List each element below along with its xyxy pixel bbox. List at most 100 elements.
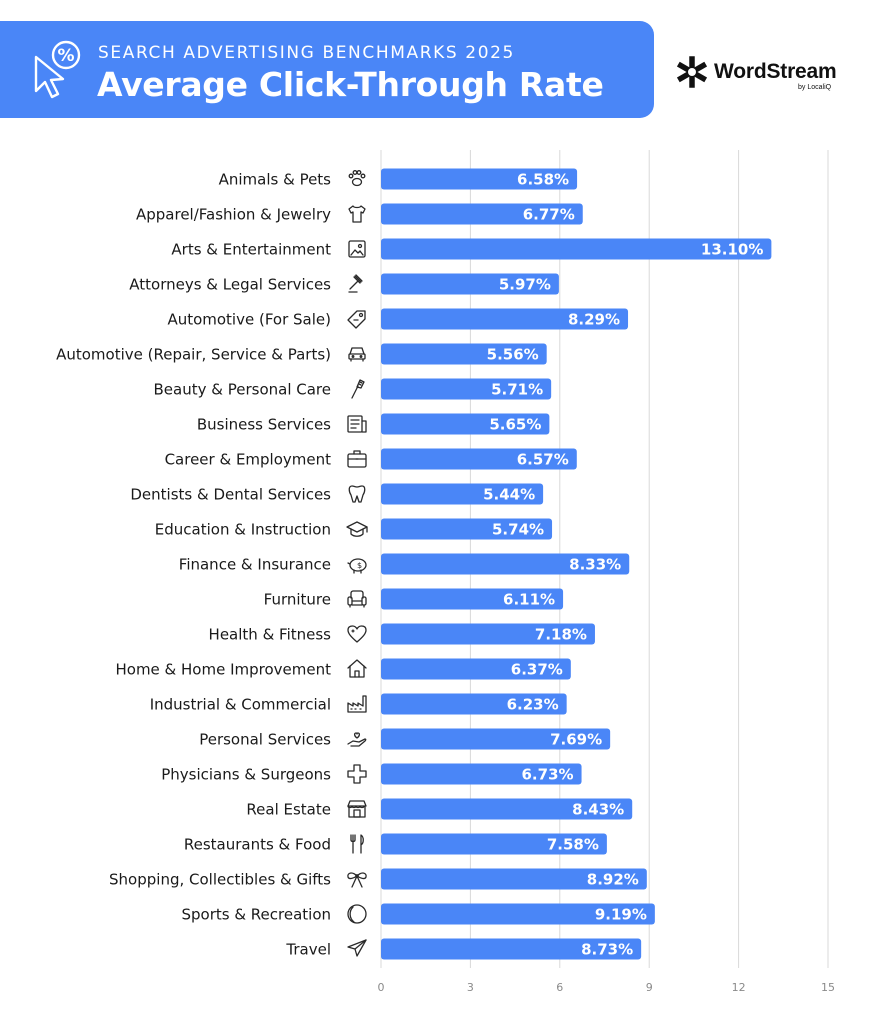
category-label: Beauty & Personal Care xyxy=(154,381,331,399)
brand-byline: by LocaliQ xyxy=(798,84,832,91)
bar-value-label: 8.92% xyxy=(587,871,639,889)
chart-subtitle: SEARCH ADVERTISING BENCHMARKS 2025 xyxy=(98,43,515,63)
bar-row: Personal Services 7.69% xyxy=(199,728,611,750)
bar-value-label: 8.33% xyxy=(569,556,621,574)
bar xyxy=(381,378,552,400)
bar xyxy=(381,623,595,645)
bar-row: Business Services 5.65% xyxy=(197,413,550,435)
picture-icon xyxy=(348,240,366,258)
bar-row: Education & Instruction 5.74% xyxy=(155,518,553,540)
x-tick-label: 0 xyxy=(378,981,385,994)
bar-value-label: 6.23% xyxy=(507,696,559,714)
bar-row: Furniture 6.11% xyxy=(264,588,564,610)
paw-icon xyxy=(348,170,366,187)
bar-value-label: 5.56% xyxy=(487,346,539,364)
bar-value-label: 5.44% xyxy=(483,486,535,504)
category-label: Automotive (Repair, Service & Parts) xyxy=(56,346,331,364)
bar-value-label: 5.97% xyxy=(499,276,551,294)
piggy-bank-icon: $ xyxy=(347,558,367,574)
bar xyxy=(381,483,544,505)
bar-value-label: 6.37% xyxy=(511,661,563,679)
chart-title: Average Click-Through Rate xyxy=(97,65,604,104)
bar xyxy=(381,168,578,190)
bar xyxy=(381,938,642,960)
gift-bow-icon xyxy=(347,872,367,888)
cursor-percent-icon: % xyxy=(34,40,81,99)
medical-cross-icon xyxy=(347,764,367,784)
category-label: Automotive (For Sale) xyxy=(167,311,331,329)
bar xyxy=(381,518,553,540)
category-label: Career & Employment xyxy=(165,451,332,469)
bar-value-label: 13.10% xyxy=(701,241,763,259)
x-tick-label: 12 xyxy=(732,981,746,994)
bar-value-label: 8.73% xyxy=(581,941,633,959)
helping-hand-icon xyxy=(347,732,367,747)
bar xyxy=(381,553,630,575)
bar xyxy=(381,868,647,890)
document-icon xyxy=(347,415,367,433)
bar-value-label: 6.11% xyxy=(503,591,555,609)
category-label: Sports & Recreation xyxy=(181,906,331,924)
bar-value-label: 5.71% xyxy=(491,381,543,399)
bar-row: Shopping, Collectibles & Gifts 8.92% xyxy=(109,868,647,890)
brush-icon xyxy=(351,379,365,399)
bar-row: Health & Fitness 7.18% xyxy=(209,623,595,645)
brand-logo: WordStream by LocaliQ xyxy=(676,56,846,96)
factory-icon xyxy=(347,695,367,713)
bar-value-label: 8.43% xyxy=(572,801,624,819)
bar xyxy=(381,238,772,260)
svg-text:$: $ xyxy=(357,561,362,570)
category-label: Real Estate xyxy=(246,801,331,819)
bar xyxy=(381,273,559,295)
x-tick-label: 3 xyxy=(467,981,474,994)
bar-row: Apparel/Fashion & Jewelry 6.77% xyxy=(136,203,583,225)
bar-value-label: 9.19% xyxy=(595,906,647,924)
bar-value-label: 5.74% xyxy=(492,521,544,539)
bar xyxy=(381,798,633,820)
bar-row: Career & Employment 6.57% xyxy=(165,448,577,470)
category-label: Home & Home Improvement xyxy=(115,661,331,679)
svg-text:%: % xyxy=(57,46,74,66)
bar-row: Industrial & Commercial 6.23% xyxy=(150,693,567,715)
shirt-icon xyxy=(348,205,366,223)
car-icon xyxy=(348,347,366,362)
bar-row: Attorneys & Legal Services 5.97% xyxy=(129,273,559,295)
briefcase-icon xyxy=(347,450,367,468)
bar-row: Sports & Recreation 9.19% xyxy=(181,903,655,925)
house-icon xyxy=(347,659,367,678)
x-tick-label: 15 xyxy=(821,981,835,994)
category-label: Personal Services xyxy=(199,731,331,749)
category-label: Arts & Entertainment xyxy=(171,241,331,259)
bar-value-label: 6.77% xyxy=(523,206,575,224)
tooth-icon xyxy=(348,485,366,503)
category-label: Travel xyxy=(285,941,331,959)
category-label: Finance & Insurance xyxy=(179,556,331,574)
header-banner: % SEARCH ADVERTISING BENCHMARKS 2025 Ave… xyxy=(0,21,654,118)
category-label: Animals & Pets xyxy=(219,171,332,189)
bar xyxy=(381,588,564,610)
armchair-icon xyxy=(347,590,367,608)
bar-value-label: 6.58% xyxy=(517,171,569,189)
bar-row: Physicians & Surgeons 6.73% xyxy=(161,763,582,785)
wordstream-logo-icon xyxy=(676,56,708,88)
bar xyxy=(381,413,550,435)
fork-knife-icon xyxy=(350,834,364,854)
bar-row: Automotive (Repair, Service & Parts) 5.56… xyxy=(56,343,547,365)
bar-row: Automotive (For Sale) 8.29% xyxy=(167,308,629,330)
bar xyxy=(381,343,547,365)
bar-row: Dentists & Dental Services 5.44% xyxy=(130,483,544,505)
bar xyxy=(381,658,571,680)
bar-row: Real Estate 8.43% xyxy=(246,798,633,820)
category-label: Education & Instruction xyxy=(155,521,331,539)
ball-icon xyxy=(347,904,367,924)
bar-row: Home & Home Improvement 6.37% xyxy=(115,658,571,680)
bar-row: Finance & Insurance $8.33% xyxy=(179,553,630,575)
bar-row: Restaurants & Food 7.58% xyxy=(184,833,607,855)
bar-value-label: 5.65% xyxy=(489,416,541,434)
bar-value-label: 7.69% xyxy=(550,731,602,749)
category-label: Attorneys & Legal Services xyxy=(129,276,331,294)
x-tick-label: 6 xyxy=(556,981,563,994)
bar-chart: Animals & Pets 6.58% Apparel/Fashion & Jew… xyxy=(56,150,835,994)
bar-row: Beauty & Personal Care 5.71% xyxy=(154,378,552,400)
brand-name: WordStream xyxy=(714,60,837,83)
